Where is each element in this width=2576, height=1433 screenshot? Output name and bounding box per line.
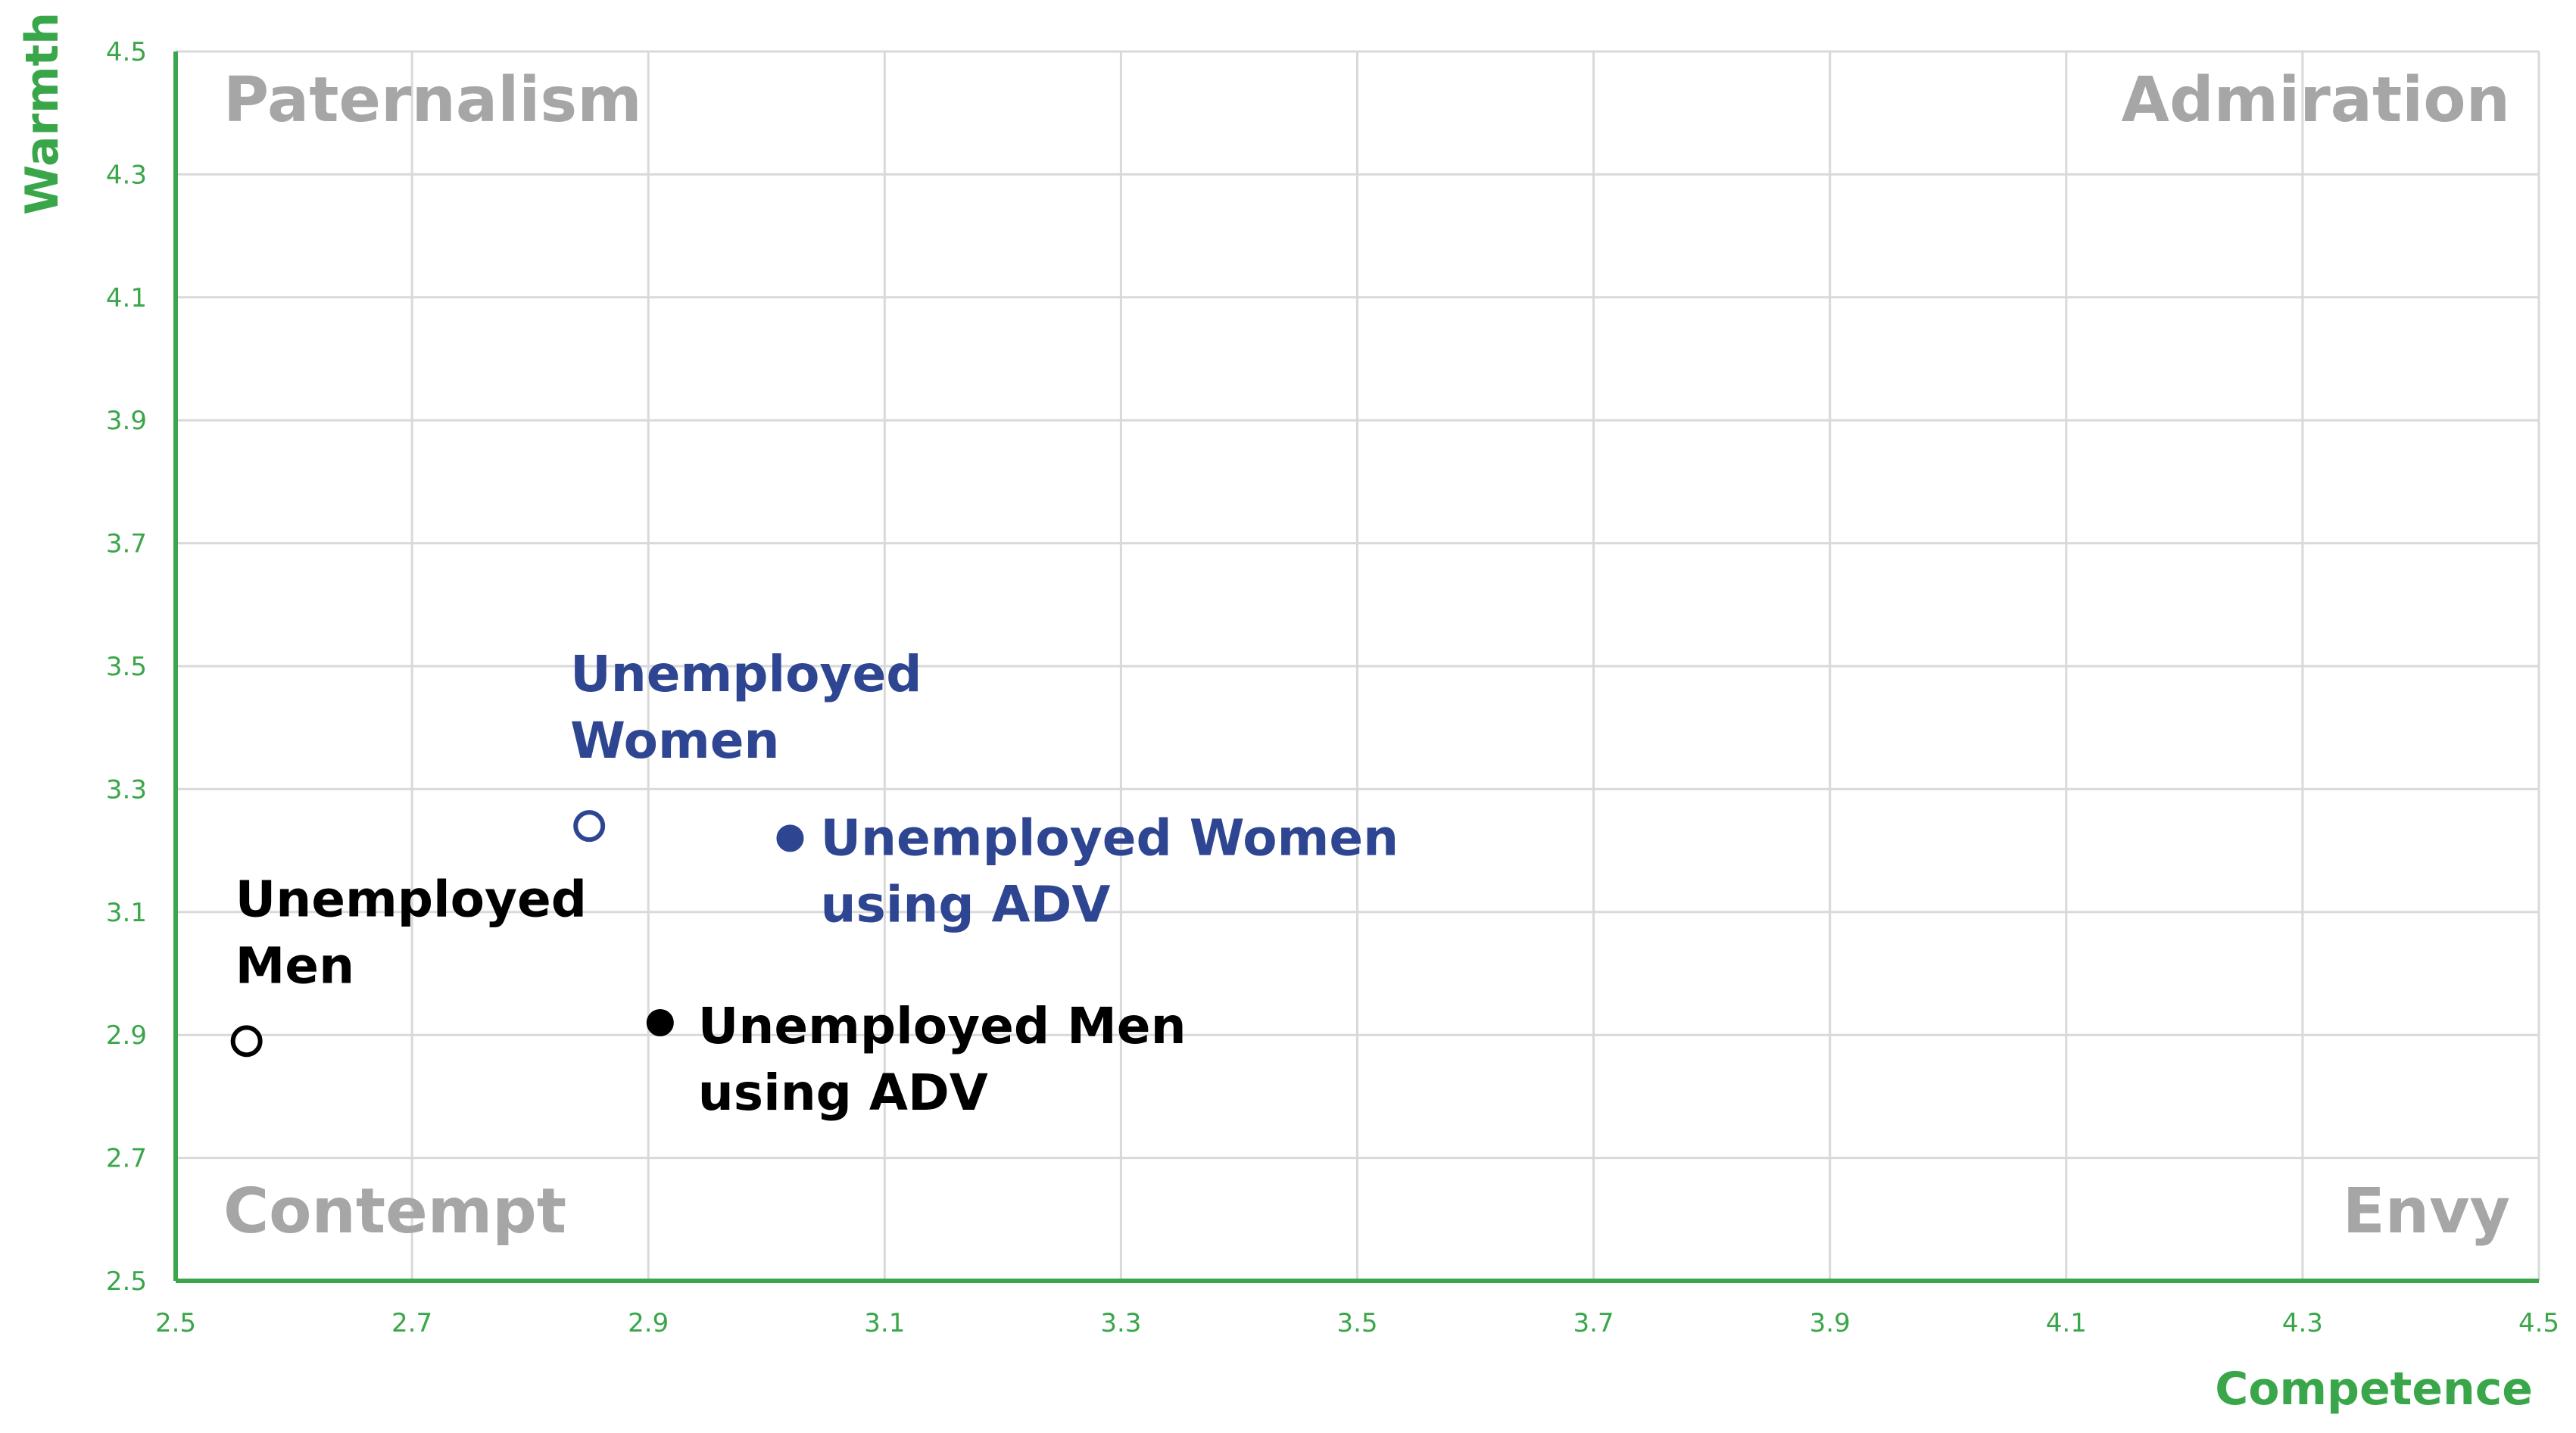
y-tick-label: 3.7 xyxy=(106,529,147,559)
y-tick-label: 4.5 xyxy=(106,37,147,67)
quadrant-label-contempt: Contempt xyxy=(223,1176,566,1248)
x-tick-label: 4.5 xyxy=(2518,1308,2559,1338)
tick-labels: 2.5 2.7 2.9 3.1 3.3 3.5 3.7 3.9 4.1 4.3 4.5 2.5 2.7 2… xyxy=(106,37,2559,1338)
y-tick-label: 4.1 xyxy=(106,283,147,313)
data-point-label: Unemployed Men using ADV xyxy=(698,997,1187,1122)
x-tick-label: 3.9 xyxy=(1810,1308,1851,1338)
x-tick-label: 3.3 xyxy=(1100,1308,1141,1338)
data-point-label: Unemployed Women using ADV xyxy=(820,808,1399,933)
data-point-marker xyxy=(230,1025,263,1058)
x-tick-label: 4.1 xyxy=(2046,1308,2087,1338)
data-point-label-line: Unemployed Men xyxy=(698,997,1187,1055)
data-point-label-line: Men xyxy=(235,936,354,995)
data-point-label-line: Unemployed xyxy=(235,870,587,928)
data-point-label-line: Unemployed xyxy=(570,645,922,703)
y-tick-label: 4.3 xyxy=(106,160,147,190)
x-tick-label: 2.7 xyxy=(391,1308,432,1338)
x-axis-title: Competence xyxy=(2215,1363,2533,1416)
grid-lines xyxy=(176,50,2540,1281)
x-tick-label: 3.1 xyxy=(864,1308,905,1338)
data-point-label: Unemployed Men xyxy=(235,870,587,995)
quadrant-label-admiration: Admiration xyxy=(2121,64,2510,136)
y-tick-label: 3.9 xyxy=(106,406,147,436)
x-tick-label: 2.5 xyxy=(155,1308,196,1338)
y-axis-title: Warmth xyxy=(16,12,69,215)
data-point-label-line: Unemployed Women xyxy=(820,808,1399,867)
quadrant-label-paternalism: Paternalism xyxy=(223,64,642,136)
data-point-label-line: Women xyxy=(570,712,779,770)
y-tick-label: 2.5 xyxy=(106,1266,147,1297)
y-tick-label: 2.9 xyxy=(106,1020,147,1051)
data-point-label: Unemployed Women xyxy=(570,645,922,770)
data-point-marker xyxy=(646,1008,674,1036)
y-tick-label: 3.5 xyxy=(106,652,147,682)
x-tick-label: 2.9 xyxy=(628,1308,669,1338)
data-point-marker xyxy=(573,810,606,843)
x-tick-label: 3.7 xyxy=(1573,1308,1614,1338)
y-tick-label: 3.1 xyxy=(106,898,147,928)
data-point-marker xyxy=(776,824,804,852)
data-point-label-line: using ADV xyxy=(820,875,1110,933)
quadrant-label-envy: Envy xyxy=(2343,1176,2510,1248)
x-tick-label: 3.5 xyxy=(1336,1308,1377,1338)
y-tick-label: 3.3 xyxy=(106,774,147,805)
y-tick-label: 2.7 xyxy=(106,1144,147,1174)
x-tick-label: 4.3 xyxy=(2282,1308,2323,1338)
data-point-label-line: using ADV xyxy=(698,1064,988,1122)
